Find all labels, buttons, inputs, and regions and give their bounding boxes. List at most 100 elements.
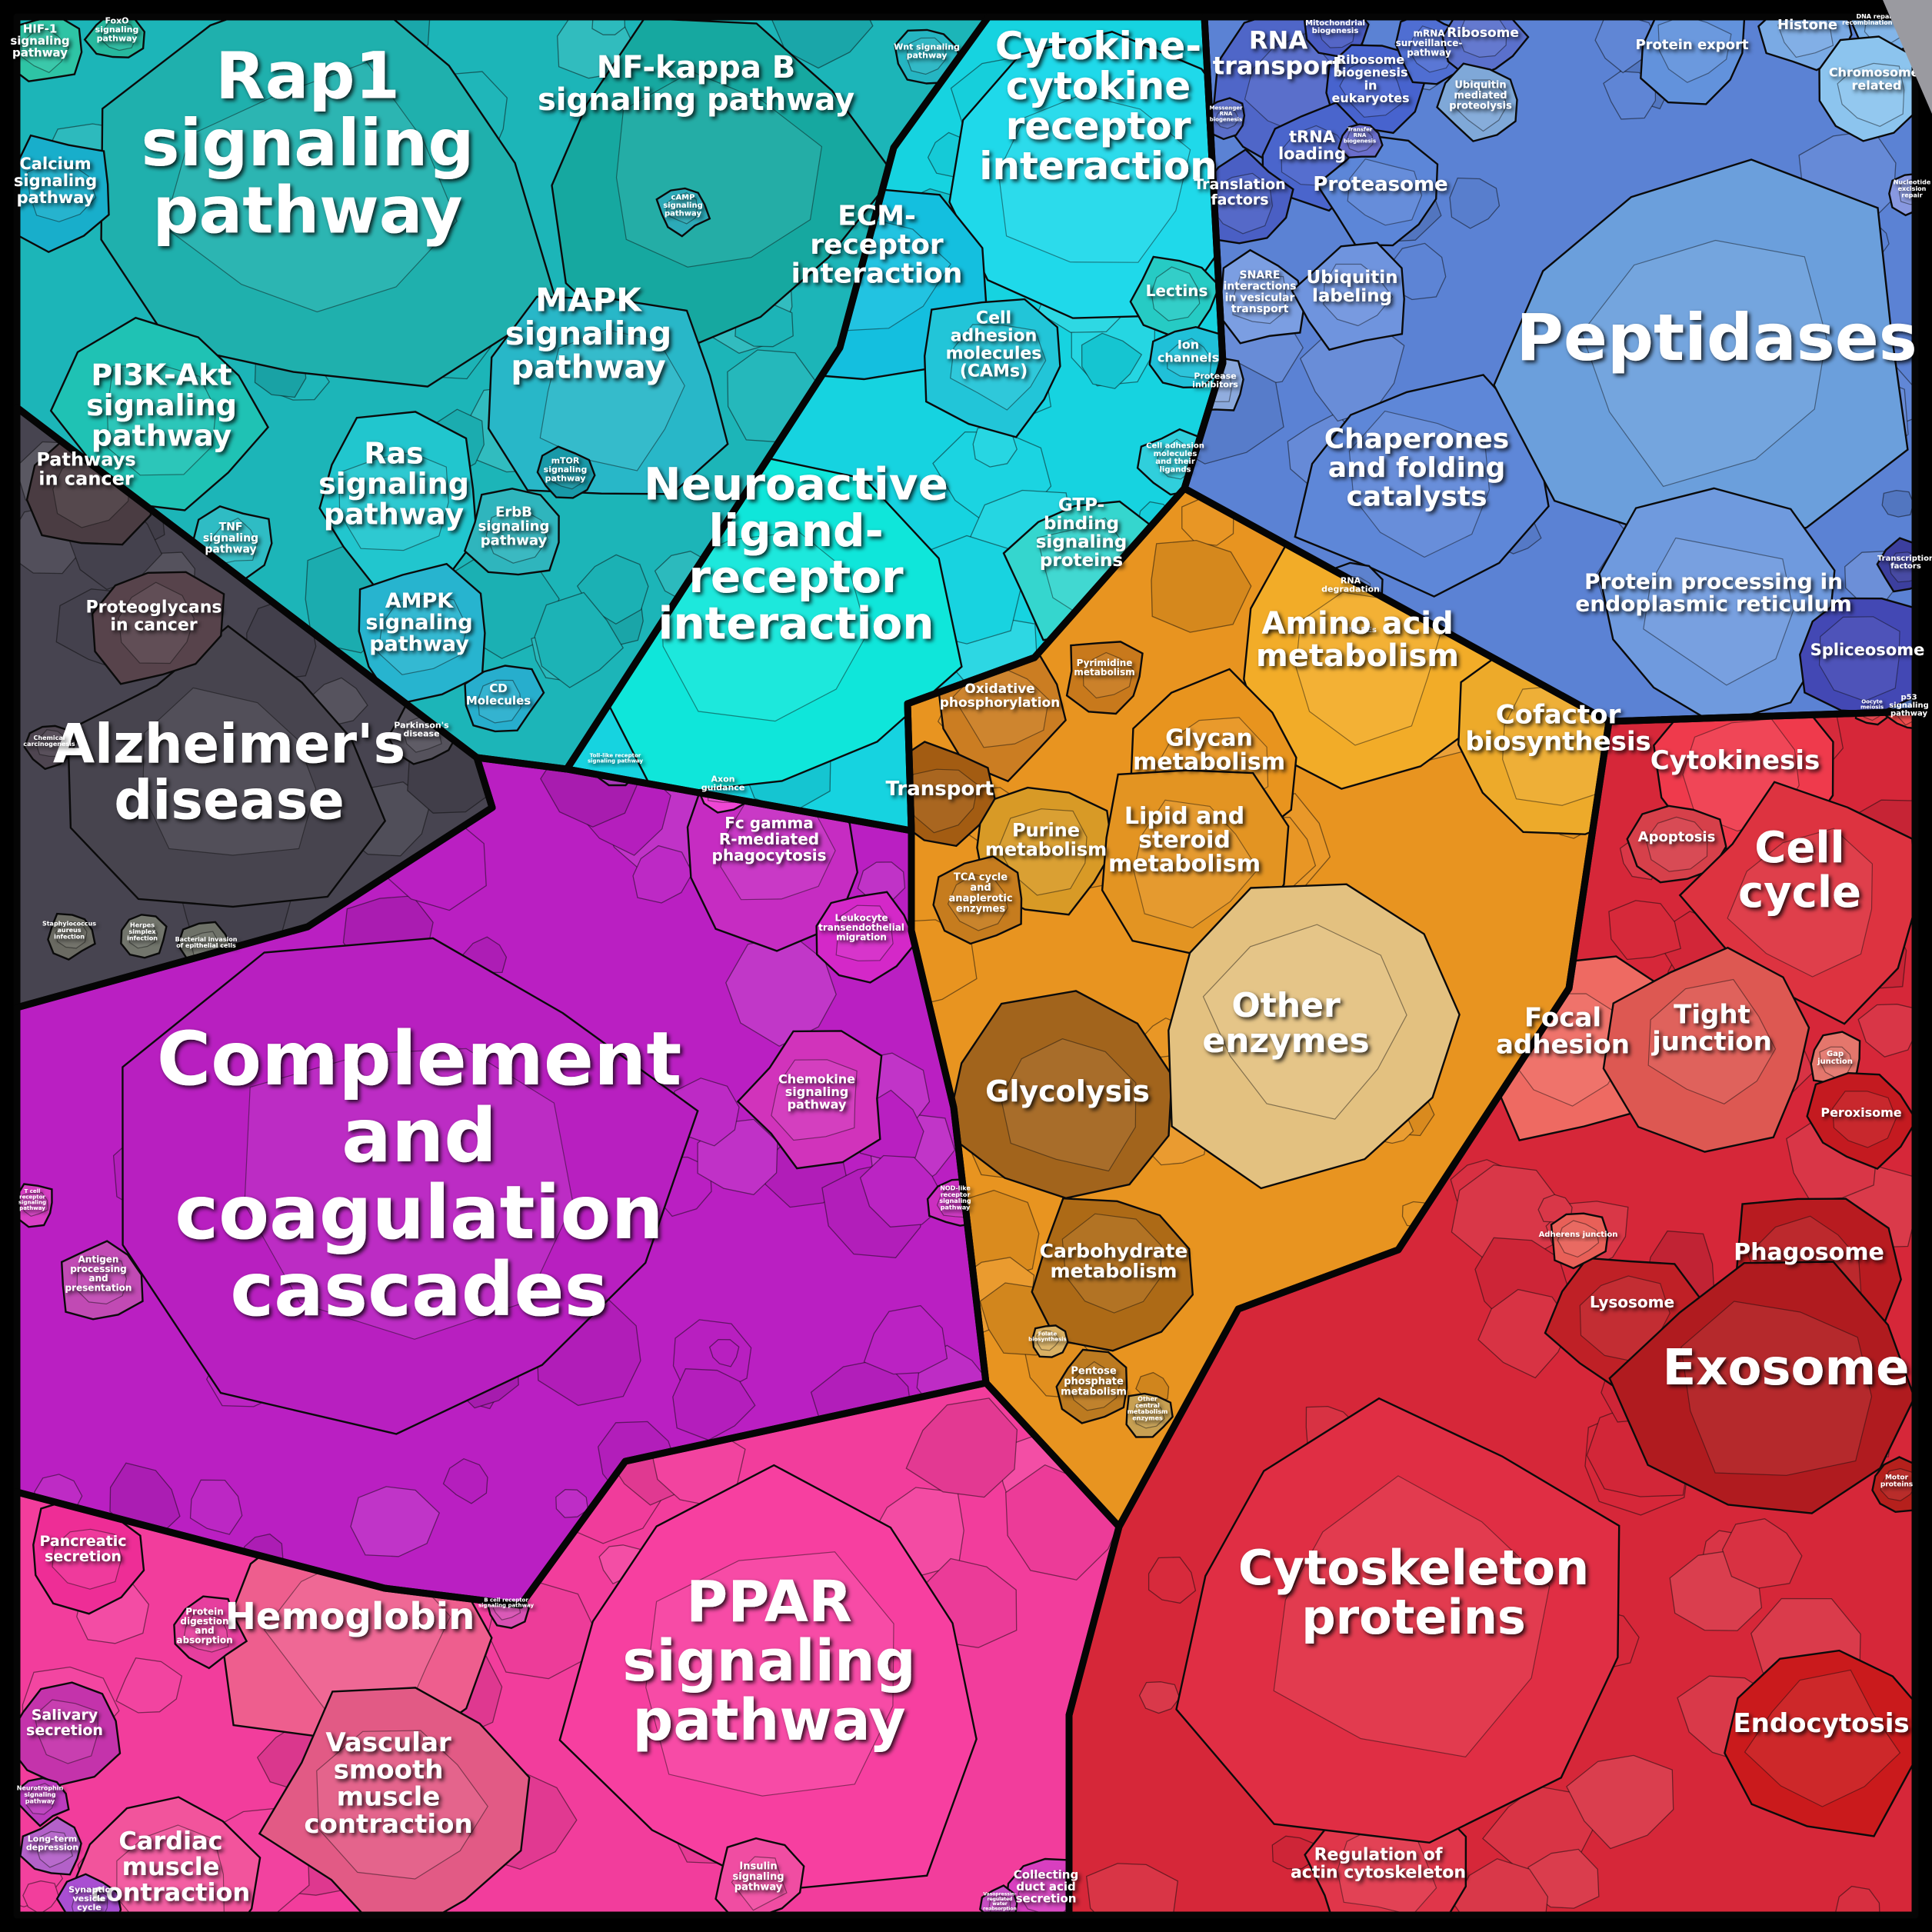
label-pancreatic-secretion: Pancreatic secretion [40, 1533, 127, 1565]
cell-inner-translation-factors [1210, 172, 1274, 235]
label-rna-degradation: RNA degradation [1321, 575, 1380, 594]
cell-inner-herpes-simplex [128, 924, 158, 949]
cell-inner-pyrimidine-metabolism [1082, 651, 1134, 699]
label-ampk: AMPK signaling pathway [365, 589, 472, 656]
cell-inner-cams [950, 324, 1047, 411]
label-protein-digestion: Protein digestion and absorption [176, 1606, 232, 1645]
label-ion-channels: Ion channels [1158, 338, 1219, 365]
texture-cell [1138, 1681, 1181, 1714]
cell-inner-vascular-smooth [316, 1730, 488, 1880]
cell-inner-other-central-metabolism [1133, 1401, 1165, 1429]
label-salivary-secretion: Salivary secretion [26, 1707, 103, 1739]
label-oocyte-meiosis: Oocyte meiosis [1860, 698, 1884, 710]
cell-inner-folate-biosynthesis [1036, 1330, 1061, 1351]
cell-inner-chromosome-related [1837, 62, 1905, 127]
label-chaperones: Chaperones and folding catalysts [1324, 424, 1510, 513]
label-gap-junction: Gap junction [1817, 1050, 1853, 1066]
label-exosome: Exosome [1662, 1340, 1909, 1397]
cell-inner-snare-interactions [1232, 275, 1287, 325]
cell-inner-cytoskeleton-proteins [1273, 1475, 1551, 1758]
label-alzheimers: Alzheimer's disease [53, 713, 405, 832]
label-peroxisome: Peroxisome [1820, 1105, 1901, 1120]
label-protein-processing-er: Protein processing in endoplasmic reticul… [1575, 568, 1852, 616]
label-transfer-rna-biogenesis: Transfer RNA biogenesis [1344, 127, 1376, 145]
label-pi3k-akt: PI3K-Akt signaling pathway [86, 358, 237, 452]
label-messenger-rna-biogenesis: Messenger RNA biogenesis [1210, 105, 1244, 123]
cell-inner-cell-cycle [1727, 828, 1874, 978]
cell-inner-pentose-phosphate [1068, 1361, 1121, 1411]
label-hemoglobin: Hemoglobin [225, 1595, 475, 1638]
label-apoptosis: Apoptosis [1638, 829, 1716, 845]
cell-inner-calcium [26, 162, 97, 222]
cell-inner-lipid-steroid [1133, 799, 1259, 929]
texture-cell [908, 919, 978, 1009]
label-leukocyte-migration: Leukocyte transendothelial migration [818, 913, 904, 943]
cell-inner-spliceosome [1818, 616, 1900, 702]
cell-inner-dna-repair [1864, 17, 1905, 46]
texture-cell [1449, 177, 1501, 229]
label-ribosome-biogenesis: Ribosome biogenesis in eukaryotes [1331, 52, 1409, 105]
label-lectins: Lectins [1146, 281, 1208, 300]
label-pyrimidine-metabolism: Pyrimidine metabolism [1074, 658, 1134, 678]
texture-cell [1857, 1004, 1915, 1058]
group-human-diseases [17, 408, 492, 1008]
label-ubiquitin-labeling: Ubiquitin labeling [1307, 268, 1398, 306]
cell-inner-tca-cycle [947, 874, 1008, 931]
cell-inner-adherens-junction [1557, 1220, 1600, 1258]
cell-inner-lysosome [1579, 1275, 1671, 1363]
label-histone: Histone [1777, 17, 1837, 33]
group-metabolism [908, 488, 1609, 1527]
label-focal-adhesion: Focal adhesion [1496, 1002, 1630, 1060]
label-tnf: TNF signaling pathway [203, 521, 258, 555]
group-cellular-processes [1069, 690, 1930, 1915]
label-cytoskeleton-proteins: Cytoskeleton proteins [1238, 1540, 1589, 1645]
label-pathways-in-cancer: Pathways in cancer [36, 449, 135, 490]
label-transcription-factors: Transcription factors [1877, 555, 1932, 571]
label-cams: Cell adhesion molecules (CAMs) [946, 309, 1042, 381]
label-cams-ligands: Cell adhesion molecules and their ligands [1146, 441, 1204, 474]
cell-inner-proteoglycans-in-cancer [118, 581, 195, 665]
label-ppar: PPAR signaling pathway [622, 1569, 915, 1754]
cell-inner-mapk [539, 328, 685, 471]
cell-inner-insulin-signaling [731, 1856, 788, 1911]
label-foxo: FoxO signaling pathway [95, 16, 139, 44]
texture-cell [1608, 900, 1681, 961]
label-glycolysis: Glycolysis [985, 1074, 1150, 1108]
cell-inner-leukocyte-migration [835, 904, 894, 961]
cell-inner-camp [666, 192, 698, 225]
cell-inner-chemical-carcinogenesis [35, 729, 67, 757]
cell-inner-wnt [906, 37, 947, 75]
label-phagosome: Phagosome [1734, 1239, 1884, 1266]
label-mapk: MAPK signaling pathway [505, 281, 671, 385]
label-purine-metabolism: Purine metabolism [985, 820, 1107, 861]
label-ras: Ras signaling pathway [318, 436, 469, 531]
label-ubiquitin-proteolysis: Ubiquitin mediated proteolysis [1449, 79, 1512, 112]
label-chemokine: Chemokine signaling pathway [778, 1071, 855, 1111]
label-mitochondrial-biogenesis: Mitochondrial biogenesis [1305, 19, 1365, 35]
cell-inner-salivary-secretion [34, 1699, 98, 1764]
texture-cell [857, 861, 906, 902]
label-bacterial-invasion: Bacterial invasion of epithelial cells [175, 936, 238, 949]
texture-cell [115, 1657, 183, 1714]
label-erbb: ErbB signaling pathway [478, 504, 550, 548]
cell-inner-complement-coagulation [244, 1048, 574, 1340]
cell-inner-apoptosis [1645, 816, 1708, 872]
cell-inner-ion-channels [1166, 338, 1212, 378]
label-motor-proteins: Motor proteins [1880, 1474, 1913, 1488]
texture-cell [632, 844, 694, 904]
cell-p53-signaling[interactable] [1884, 690, 1930, 731]
cell-inner-gap-junction [1819, 1046, 1853, 1078]
label-snares: SNAREs [1343, 626, 1377, 635]
cell-inner-foxo [101, 21, 138, 52]
label-camp: cAMP signaling pathway [663, 194, 703, 218]
cell-inner-ubiquitin-labeling [1323, 263, 1394, 327]
label-oxidative-phosphorylation: Oxidative phosphorylation [940, 681, 1061, 711]
cell-inner-glycolysis [1000, 1038, 1137, 1172]
label-neurotrophin: Neurotrophin signaling pathway [17, 1785, 64, 1805]
texture-cell [1085, 1863, 1179, 1915]
cell-inner-carbohydrate-metabolism [1061, 1213, 1162, 1314]
label-chromosome-related: Chromosome-related [1829, 65, 1924, 93]
cell-inner-pancreatic-secretion [52, 1528, 123, 1590]
label-parkinsons: Parkinson's disease [394, 720, 449, 738]
